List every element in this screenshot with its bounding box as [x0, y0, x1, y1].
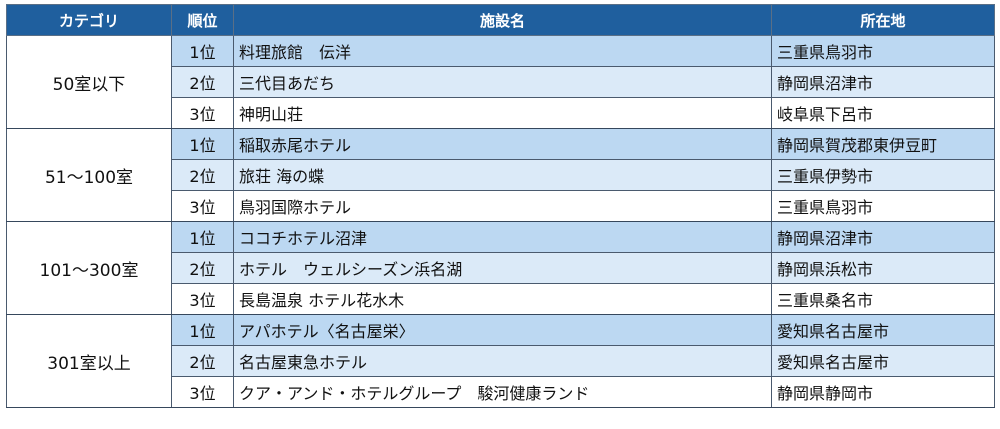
location-cell: 三重県鳥羽市 — [771, 190, 995, 222]
facility-cell: 稲取赤尾ホテル — [233, 128, 772, 160]
header-category: カテゴリ — [6, 4, 172, 36]
location-cell: 愛知県名古屋市 — [771, 345, 995, 377]
header-rank: 順位 — [171, 4, 234, 36]
table-row: 3位 クア・アンド・ホテルグループ 駿河健康ランド 静岡県静岡市 — [7, 376, 995, 408]
rank-cell: 1位 — [171, 35, 234, 67]
location-cell: 三重県伊勢市 — [771, 159, 995, 191]
facility-cell: 料理旅館 伝洋 — [233, 35, 772, 67]
ranking-table-container: カテゴリ 順位 施設名 所在地 50室以下 1位 料理旅館 伝洋 三重県鳥羽市 … — [6, 4, 995, 408]
header-location: 所在地 — [771, 4, 995, 36]
facility-cell: クア・アンド・ホテルグループ 駿河健康ランド — [233, 376, 772, 408]
facility-cell: アパホテル〈名古屋栄〉 — [233, 314, 772, 346]
location-cell: 岐阜県下呂市 — [771, 97, 995, 129]
facility-cell: 鳥羽国際ホテル — [233, 190, 772, 222]
table-row: 51～100室 1位 稲取赤尾ホテル 静岡県賀茂郡東伊豆町 — [6, 128, 995, 222]
rank-cell: 2位 — [171, 66, 234, 98]
facility-cell: 長島温泉 ホテル花水木 — [233, 283, 772, 315]
table-row: 3位 神明山荘 岐阜県下呂市 — [7, 97, 995, 129]
table-row: 50室以下 1位 料理旅館 伝洋 三重県鳥羽市 — [6, 35, 995, 129]
location-cell: 三重県鳥羽市 — [771, 35, 995, 67]
rank-cell: 1位 — [171, 314, 234, 346]
location-cell: 静岡県静岡市 — [771, 376, 995, 408]
category-cell: 301室以上 — [6, 314, 172, 408]
location-cell: 静岡県沼津市 — [771, 221, 995, 253]
table-row: 2位 三代目あだち 静岡県沼津市 — [7, 66, 995, 98]
category-cell: 50室以下 — [6, 35, 172, 129]
rank-cell: 1位 — [171, 221, 234, 253]
rank-cell: 3位 — [171, 376, 234, 408]
category-cell: 101～300室 — [6, 221, 172, 315]
table-row: 101～300室 1位 ココチホテル沼津 静岡県沼津市 — [6, 221, 995, 315]
rank-cell: 3位 — [171, 283, 234, 315]
facility-cell: 旅荘 海の蝶 — [233, 159, 772, 191]
ranking-table: カテゴリ 順位 施設名 所在地 50室以下 1位 料理旅館 伝洋 三重県鳥羽市 … — [6, 4, 995, 408]
location-cell: 三重県桑名市 — [771, 283, 995, 315]
rank-cell: 2位 — [171, 345, 234, 377]
location-cell: 静岡県賀茂郡東伊豆町 — [771, 128, 995, 160]
table-row: 2位 名古屋東急ホテル 愛知県名古屋市 — [7, 345, 995, 377]
rank-cell: 2位 — [171, 252, 234, 284]
facility-cell: ホテル ウェルシーズン浜名湖 — [233, 252, 772, 284]
facility-cell: 名古屋東急ホテル — [233, 345, 772, 377]
header-row: カテゴリ 順位 施設名 所在地 — [6, 4, 995, 36]
table-row: 2位 旅荘 海の蝶 三重県伊勢市 — [7, 159, 995, 191]
location-cell: 静岡県浜松市 — [771, 252, 995, 284]
table-row: 2位 ホテル ウェルシーズン浜名湖 静岡県浜松市 — [7, 252, 995, 284]
table-row: 301室以上 1位 アパホテル〈名古屋栄〉 愛知県名古屋市 — [6, 314, 995, 408]
facility-cell: 三代目あだち — [233, 66, 772, 98]
rank-cell: 1位 — [171, 128, 234, 160]
header-facility: 施設名 — [233, 4, 772, 36]
facility-cell: ココチホテル沼津 — [233, 221, 772, 253]
facility-cell: 神明山荘 — [233, 97, 772, 129]
rank-cell: 2位 — [171, 159, 234, 191]
category-cell: 51～100室 — [6, 128, 172, 222]
location-cell: 愛知県名古屋市 — [771, 314, 995, 346]
rank-cell: 3位 — [171, 190, 234, 222]
table-row: 3位 鳥羽国際ホテル 三重県鳥羽市 — [7, 190, 995, 222]
location-cell: 静岡県沼津市 — [771, 66, 995, 98]
rank-cell: 3位 — [171, 97, 234, 129]
